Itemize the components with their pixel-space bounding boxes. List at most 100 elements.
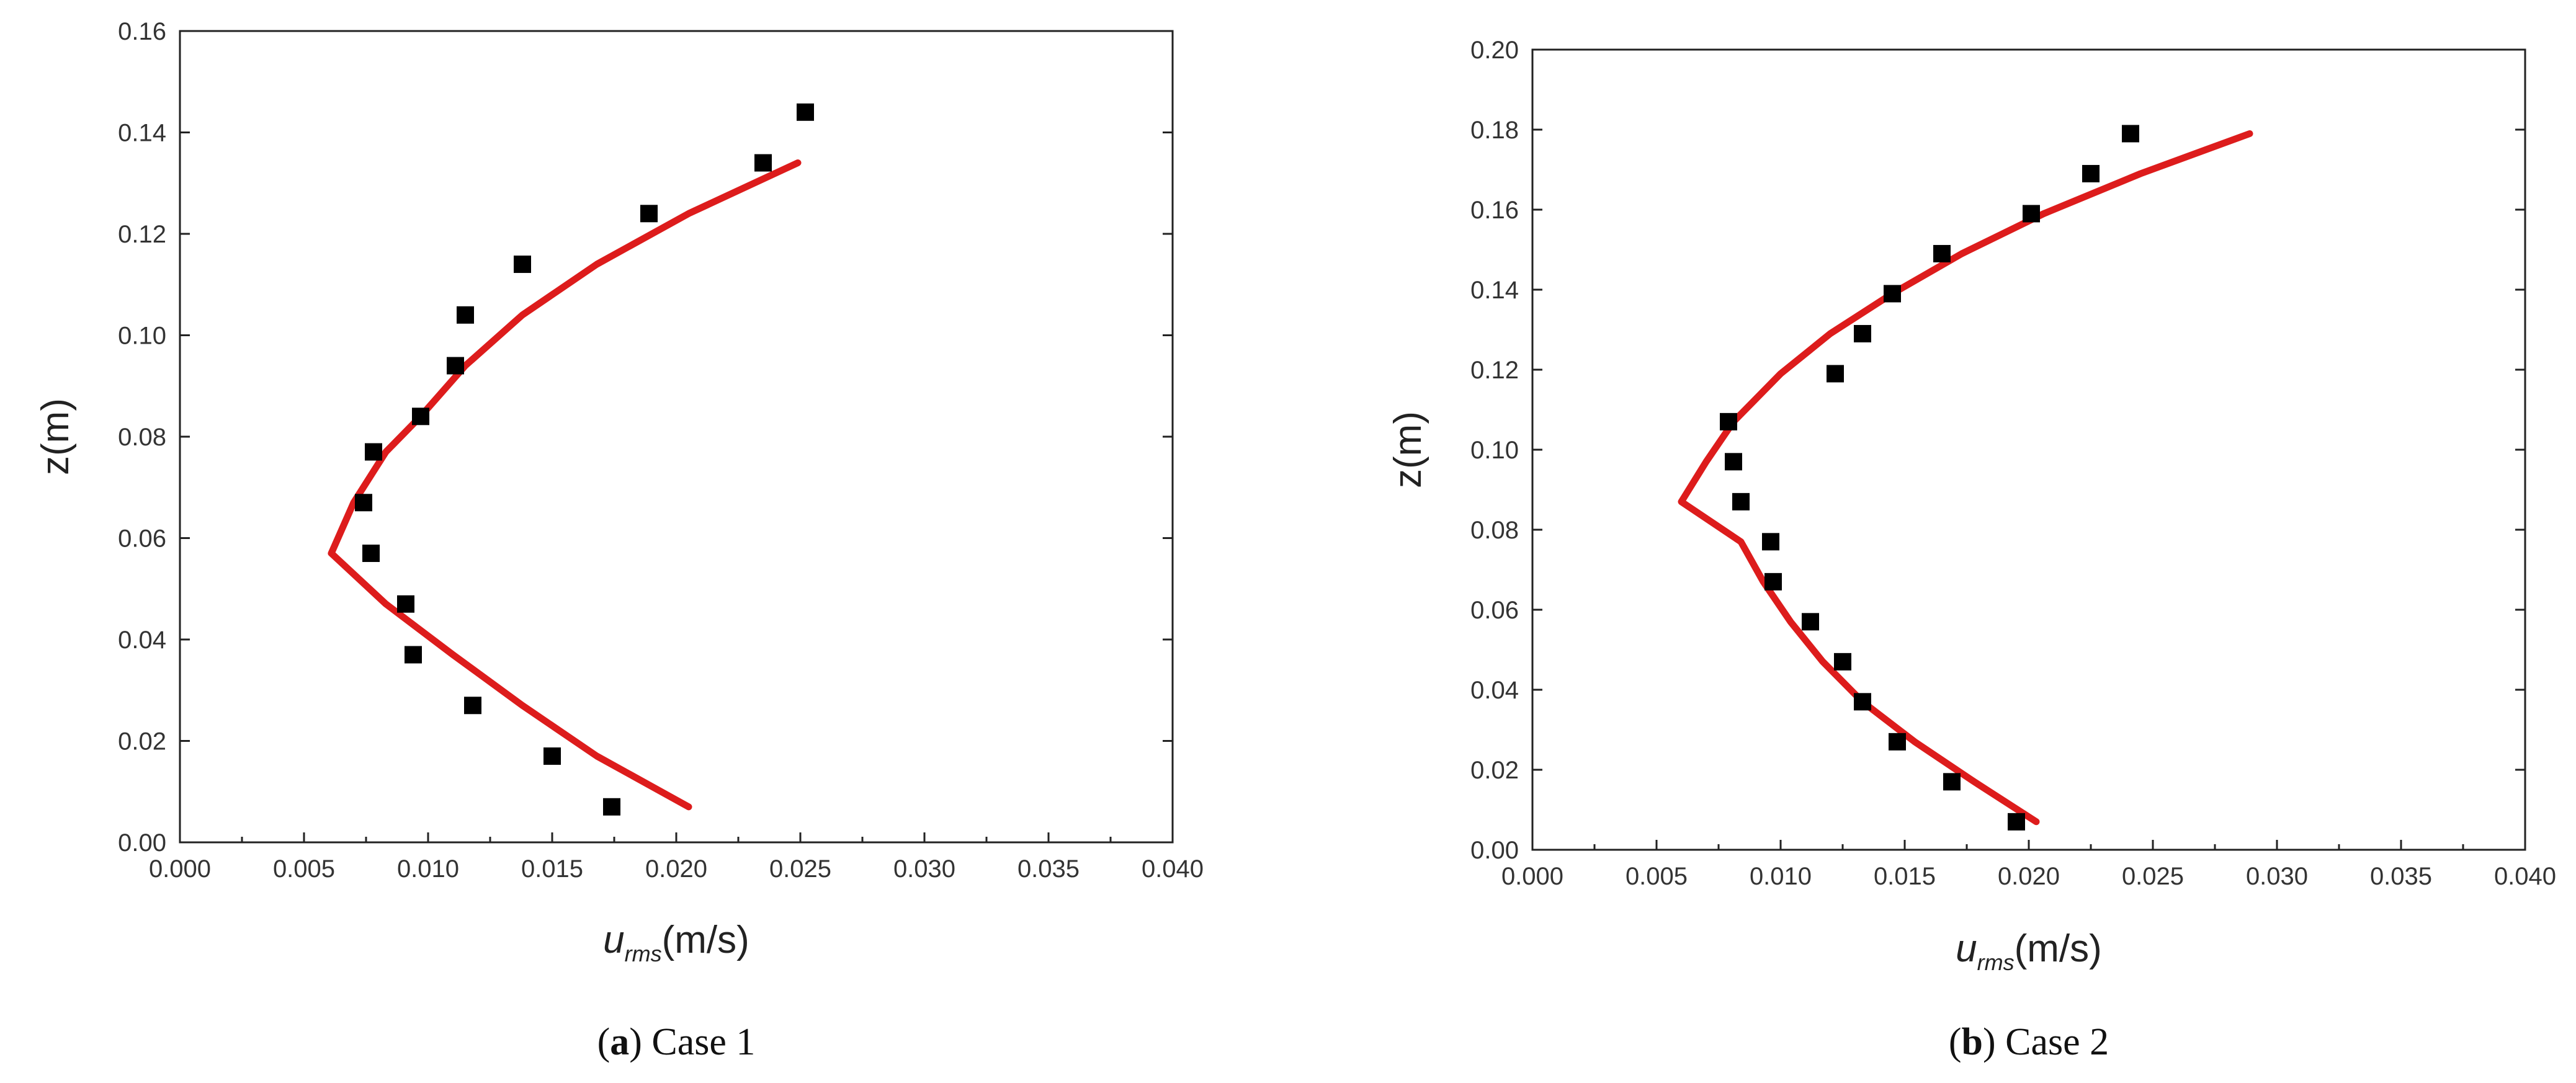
panel-letter: b: [1961, 1021, 1982, 1063]
panel-caption: (a) Case 1: [597, 1021, 756, 1063]
x-tick-label: 0.030: [2246, 863, 2308, 890]
model-curve-line: [328, 159, 802, 811]
measured-point: [365, 443, 382, 461]
measured-point: [797, 103, 814, 121]
x-tick-label: 0.010: [1750, 863, 1812, 890]
panel-caption-text: Case 2: [2005, 1021, 2109, 1063]
x-axis-title-sub: rms: [1977, 950, 2015, 975]
y-tick-label: 0.10: [118, 323, 166, 350]
y-tick-label: 0.02: [118, 728, 166, 755]
measured-point: [1802, 613, 1819, 631]
x-tick-label: 0.035: [1017, 855, 1080, 883]
measured-point: [640, 205, 658, 223]
y-axis: 0.00 0.02 0.04 0.06 0.08 0.10 0.12 0.14 0.16 0.18…: [1470, 37, 2525, 864]
measured-point: [1732, 492, 1750, 510]
y-axis: 0.00 0.02 0.04 0.06 0.08 0.10 0.12 0.14 0.16: [118, 18, 1173, 857]
measured-point: [1933, 244, 1951, 262]
y-tick-label: 0.08: [118, 424, 166, 451]
x-tick-label: 0.015: [521, 855, 583, 883]
y-tick-label: 0.18: [1470, 117, 1519, 144]
measured-point: [1834, 653, 1851, 671]
panel-caption-text: Case 1: [651, 1021, 755, 1063]
x-tick-label: 0.000: [149, 855, 211, 883]
measured-point: [1943, 773, 1961, 791]
measured-point: [1854, 693, 1871, 711]
x-axis-title-sub: rms: [625, 941, 662, 966]
x-axis-title-main: u: [603, 919, 624, 961]
x-axis-title: urms(m/s): [1956, 927, 2102, 975]
measured-point: [2082, 164, 2100, 182]
chart-case-1: 0.000 0.005 0.010 0.015 0.020 0.025 0.030 0.035…: [34, 18, 1204, 1063]
model-curve: [1678, 130, 2253, 826]
model-curve-line: [1678, 130, 2253, 826]
x-axis-title-unit: (m/s): [662, 919, 749, 961]
measured-point: [355, 494, 372, 512]
plot-frame: [179, 30, 1174, 844]
model-curve: [328, 159, 802, 811]
y-tick-label: 0.14: [118, 120, 166, 147]
y-tick-label: 0.00: [1470, 837, 1519, 864]
measured-point: [362, 545, 380, 563]
measured-point: [1764, 573, 1782, 591]
x-axis: 0.000 0.005 0.010 0.015 0.020 0.025 0.030 0.035…: [1501, 840, 2556, 890]
y-tick-label: 0.02: [1470, 757, 1519, 784]
y-tick-label: 0.06: [1470, 597, 1519, 624]
measured-point: [464, 697, 481, 715]
x-tick-label: 0.010: [397, 855, 459, 883]
measured-point: [397, 595, 414, 613]
y-axis-title: z(m): [1387, 411, 1429, 488]
x-tick-label: 0.030: [893, 855, 955, 883]
measured-point: [1884, 285, 1901, 303]
panel-letter: a: [610, 1021, 629, 1063]
x-tick-label: 0.020: [1998, 863, 2060, 890]
y-tick-label: 0.16: [118, 18, 166, 45]
measured-point: [2122, 125, 2139, 143]
measured-point: [754, 154, 772, 172]
measured-point: [1762, 533, 1779, 551]
x-tick-label: 0.025: [2122, 863, 2184, 890]
y-tick-label: 0.20: [1470, 37, 1519, 64]
y-axis-title: z(m): [34, 398, 77, 475]
x-tick-label: 0.000: [1501, 863, 1563, 890]
y-tick-label: 0.16: [1470, 197, 1519, 224]
measured-point: [1720, 412, 1737, 430]
chart-case-2: 0.000 0.005 0.010 0.015 0.020 0.025 0.030 0.035…: [1387, 37, 2556, 1063]
x-tick-label: 0.035: [2370, 863, 2432, 890]
x-tick-label: 0.040: [2494, 863, 2556, 890]
measured-point: [1827, 365, 1844, 383]
x-axis-title-unit: (m/s): [2015, 927, 2102, 970]
measured-point: [405, 646, 422, 664]
x-tick-label: 0.005: [1626, 863, 1688, 890]
measured-point: [2023, 205, 2040, 223]
y-tick-label: 0.12: [118, 221, 166, 248]
x-tick-label: 0.015: [1874, 863, 1936, 890]
x-axis-title-main: u: [1956, 927, 1977, 970]
measured-point: [457, 306, 474, 324]
x-tick-label: 0.020: [645, 855, 707, 883]
y-tick-label: 0.12: [1470, 357, 1519, 384]
panel-caption: (b) Case 2: [1949, 1021, 2109, 1063]
measured-point: [447, 357, 464, 375]
x-axis-title: urms(m/s): [603, 919, 749, 966]
measured-point: [603, 798, 620, 816]
measured-point: [2008, 813, 2025, 831]
y-tick-label: 0.06: [118, 525, 166, 553]
y-tick-label: 0.08: [1470, 517, 1519, 544]
x-tick-label: 0.040: [1142, 855, 1204, 883]
measured-points: [355, 103, 814, 816]
measured-point: [1889, 733, 1906, 751]
y-tick-label: 0.00: [118, 829, 166, 857]
x-tick-label: 0.005: [273, 855, 335, 883]
measured-point: [412, 408, 429, 426]
y-tick-label: 0.04: [118, 626, 166, 654]
x-axis: 0.000 0.005 0.010 0.015 0.020 0.025 0.030 0.035…: [149, 832, 1204, 883]
x-tick-label: 0.025: [769, 855, 831, 883]
plot-frame: [1531, 48, 2526, 851]
measured-point: [1725, 453, 1742, 471]
measured-point: [1854, 324, 1871, 342]
y-tick-label: 0.04: [1470, 677, 1519, 704]
measured-point: [514, 256, 531, 274]
measured-point: [543, 747, 561, 765]
y-tick-label: 0.14: [1470, 277, 1519, 304]
